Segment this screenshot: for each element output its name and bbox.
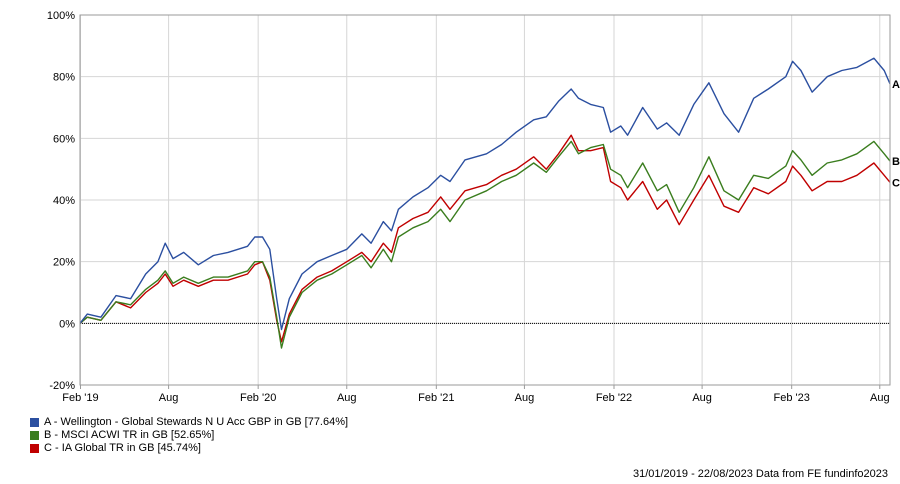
y-tick-label: 0% [59, 318, 75, 330]
x-tick-label: Aug [692, 392, 712, 404]
legend-entry: A - Wellington - Global Stewards N U Acc… [30, 416, 348, 429]
y-tick-label: 100% [47, 10, 75, 22]
legend-label: A - Wellington - Global Stewards N U Acc… [44, 416, 349, 428]
series-end-labels: A BC [892, 79, 900, 189]
x-tick-label: Aug [337, 392, 357, 404]
y-tick-label: 20% [53, 257, 75, 269]
x-tick-label: Feb '19 [62, 392, 98, 404]
end-label-c: C [892, 177, 900, 189]
series-line-a [79, 57, 891, 331]
series-line-c [79, 134, 891, 343]
y-tick-label: -20% [49, 380, 75, 392]
legend-entry: B - MSCI ACWI TR in GB [52.65%] [30, 429, 348, 442]
x-axis-labels: Feb '19 Aug Feb '20 Aug Feb '21 Aug Feb '22 Aug… [62, 392, 889, 404]
x-tick-label: Feb '21 [418, 392, 454, 404]
x-tick-label: Aug [515, 392, 535, 404]
legend-swatch [30, 418, 39, 427]
legend-entry: C - IA Global TR in GB [45.74%] [30, 442, 348, 455]
performance-chart: -20% 0% 20% 40% 60% 80% 100% Feb '19 Aug Feb '20… [47, 10, 900, 404]
end-label-b: B [892, 156, 900, 168]
legend-swatch [30, 444, 39, 453]
legend-label: C - IA Global TR in GB [45.74%] [44, 442, 201, 454]
plot-frame [79, 14, 891, 386]
grid-lines [79, 14, 890, 389]
legend-swatch [30, 431, 39, 440]
date-range-text: 31/01/2019 - 22/08/2023 [632, 468, 753, 480]
legend: A - Wellington - Global Stewards N U Acc… [30, 416, 348, 455]
x-tick-label: Feb '23 [773, 392, 809, 404]
x-tick-label: Feb '20 [240, 392, 276, 404]
legend-label: B - MSCI ACWI TR in GB [52.65%] [44, 429, 215, 441]
end-label-a: A [892, 79, 900, 91]
data-source-text: Data from FE fundinfo2023 [755, 468, 888, 480]
y-axis-labels: -20% 0% 20% 40% 60% 80% 100% [47, 10, 75, 392]
x-tick-label: Aug [159, 392, 179, 404]
series-line-b [79, 140, 891, 349]
series-layer [79, 57, 891, 349]
x-tick-label: Aug [870, 392, 890, 404]
y-tick-label: 80% [53, 72, 75, 84]
y-tick-label: 60% [53, 133, 75, 145]
footer: 31/01/2019 - 22/08/2023 Data from FE fun… [633, 468, 888, 480]
x-tick-label: Feb '22 [596, 392, 632, 404]
y-tick-label: 40% [53, 195, 75, 207]
